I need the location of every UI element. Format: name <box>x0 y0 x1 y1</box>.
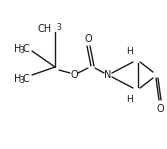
Text: 3: 3 <box>56 23 61 32</box>
Text: C: C <box>23 74 30 84</box>
Text: O: O <box>70 70 78 80</box>
Text: 3: 3 <box>20 46 24 55</box>
Text: H: H <box>14 74 21 84</box>
Text: O: O <box>84 34 92 44</box>
Text: H: H <box>127 46 133 55</box>
Text: O: O <box>156 104 164 114</box>
Text: N: N <box>104 70 112 80</box>
Text: CH: CH <box>38 24 52 34</box>
Text: 3: 3 <box>20 76 24 85</box>
Text: H: H <box>127 94 133 104</box>
Text: C: C <box>23 44 30 54</box>
Text: H: H <box>14 44 21 54</box>
